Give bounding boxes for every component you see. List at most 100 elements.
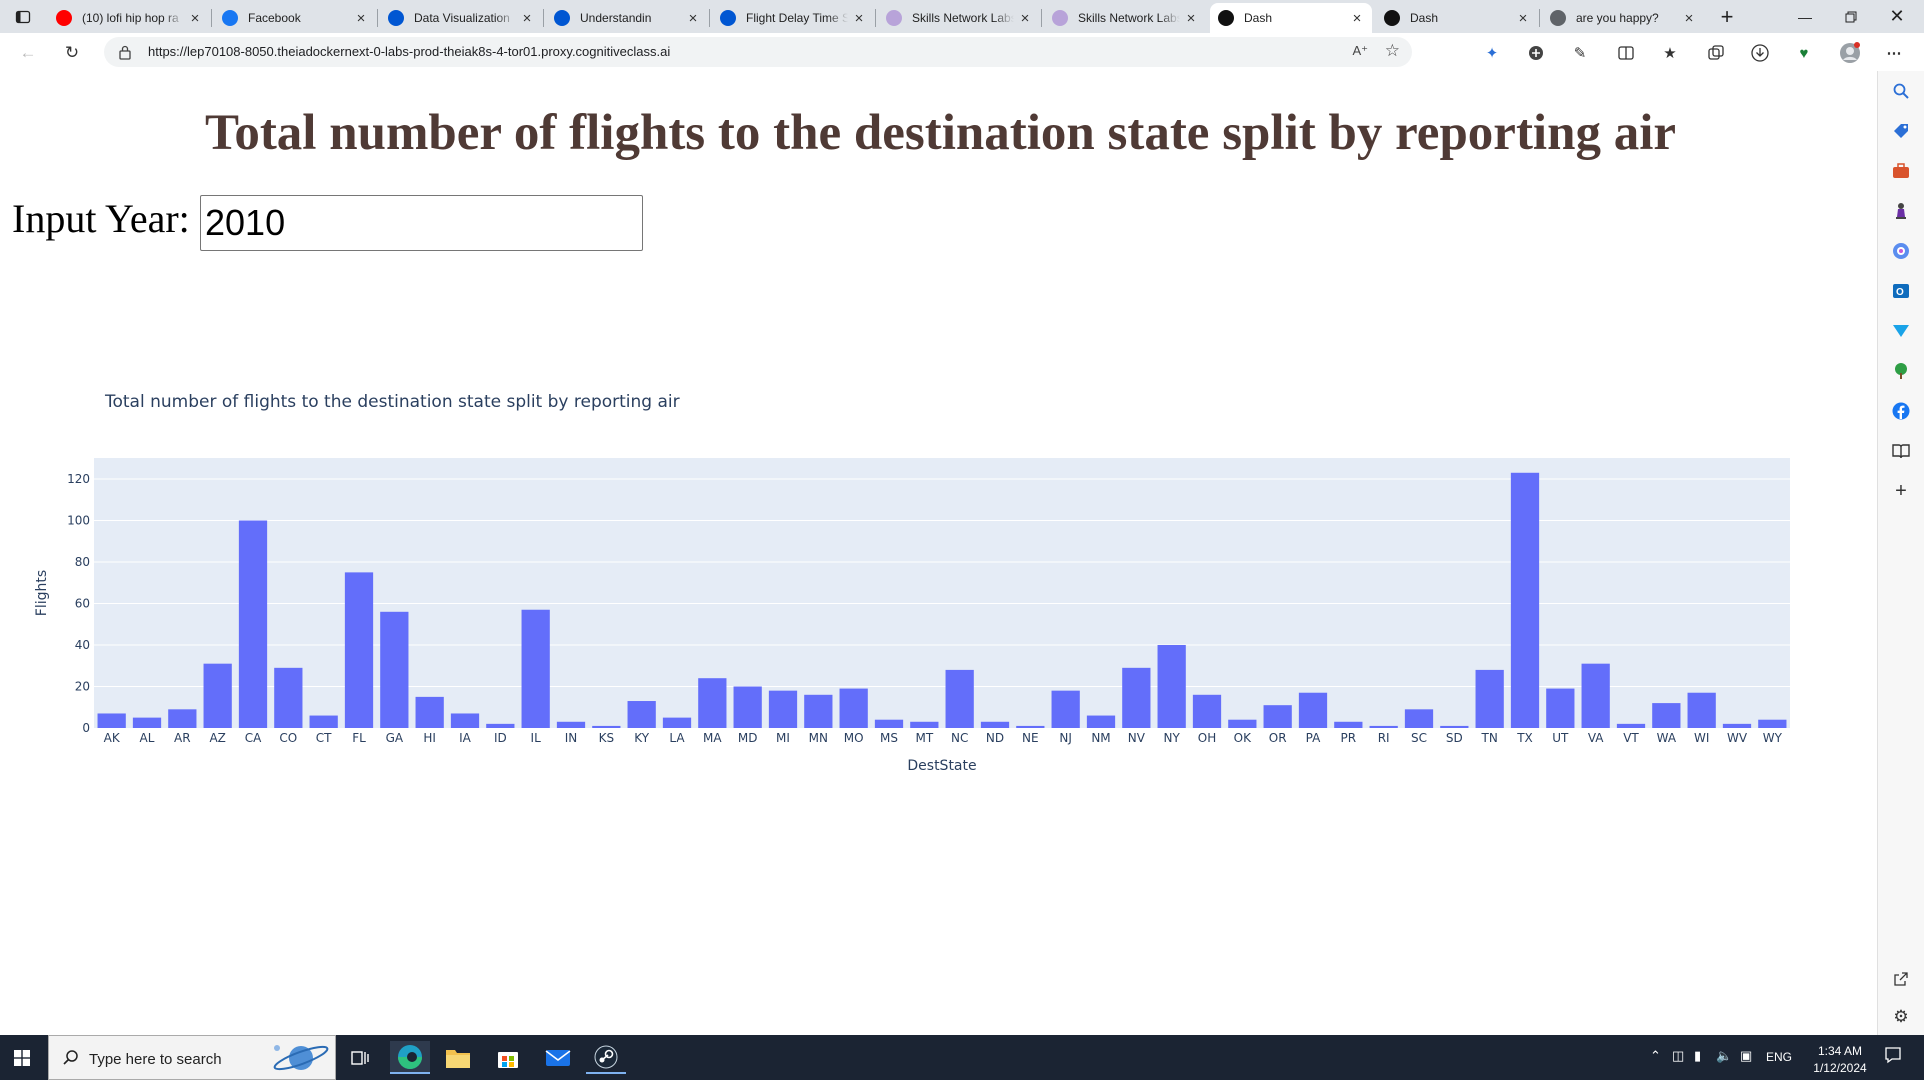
bar-in — [556, 721, 586, 728]
bar-md — [733, 686, 762, 728]
browser-essentials-icon[interactable]: ♥ — [1799, 44, 1809, 62]
new-tab-button[interactable]: + — [1720, 4, 1734, 29]
restore-button[interactable] — [1828, 0, 1874, 33]
tree-icon[interactable] — [1889, 359, 1913, 383]
address-bar[interactable]: https://lep70108-8050.theiadockernext-0-… — [104, 37, 1412, 67]
youtube-icon — [56, 10, 72, 26]
browser-tab[interactable]: Flight Delay Time S × — [712, 3, 874, 33]
favorite-star-icon[interactable]: ☆ — [1384, 41, 1400, 60]
steam-icon[interactable] — [586, 1041, 626, 1074]
bar-il — [521, 609, 550, 728]
minimize-button[interactable]: — — [1798, 8, 1812, 25]
read-aloud-icon[interactable]: A⁺ — [1352, 43, 1368, 58]
clock-time[interactable]: 1:34 AM — [1817, 1044, 1863, 1058]
collections-icon[interactable] — [1702, 39, 1730, 67]
x-tick-label: PA — [1306, 731, 1321, 745]
network-icon[interactable]: ▣ — [1740, 1048, 1753, 1063]
downloads-icon[interactable] — [1746, 39, 1774, 67]
close-tab-icon[interactable]: × — [522, 9, 532, 27]
search-icon[interactable] — [1889, 79, 1913, 103]
meet-now-icon[interactable]: ◫ — [1672, 1048, 1685, 1063]
close-tab-icon[interactable]: × — [854, 9, 864, 27]
profile-avatar-icon[interactable] — [1836, 39, 1864, 67]
tab-actions-menu-icon[interactable] — [8, 5, 38, 29]
close-tab-icon[interactable]: × — [688, 9, 698, 27]
y-tick-label: 0 — [82, 721, 90, 735]
acrobat-extension-icon[interactable]: ✦ — [1485, 45, 1499, 62]
outlook-icon[interactable]: O — [1889, 279, 1913, 303]
browser-tab[interactable]: Dash × — [1376, 3, 1538, 33]
more-menu-icon[interactable]: ⋯ — [1886, 45, 1902, 62]
notifications-icon[interactable] — [1884, 1046, 1902, 1067]
close-tab-icon[interactable]: × — [356, 9, 366, 27]
edge-browser-icon[interactable] — [390, 1041, 430, 1074]
mail-icon[interactable] — [538, 1041, 578, 1074]
tab-separator — [875, 9, 876, 27]
extensions-puzzle-icon[interactable]: ✎ — [1573, 45, 1587, 62]
file-explorer-icon[interactable] — [438, 1041, 478, 1074]
bar-nj — [1051, 690, 1080, 728]
browser-tab[interactable]: are you happy? × — [1542, 3, 1704, 33]
split-screen-icon[interactable] — [1612, 39, 1640, 67]
reading-book-icon[interactable] — [1889, 439, 1913, 463]
tools-briefcase-icon[interactable] — [1889, 159, 1913, 183]
browser-tab[interactable]: Understandin × — [546, 3, 708, 33]
open-external-icon[interactable] — [1889, 967, 1913, 991]
back-icon[interactable]: ← — [19, 43, 37, 62]
microsoft-store-icon[interactable] — [488, 1041, 528, 1074]
bar-wi — [1687, 692, 1716, 728]
browser-tab[interactable]: Facebook × — [214, 3, 376, 33]
lock-icon[interactable] — [118, 44, 132, 65]
bar-nd — [980, 721, 1010, 728]
bar-wv — [1722, 723, 1752, 728]
x-tick-label: FL — [352, 731, 366, 745]
windows-start-icon[interactable] — [2, 1041, 42, 1074]
y-tick-label: 80 — [75, 555, 90, 569]
x-tick-label: CA — [245, 731, 262, 745]
volume-icon[interactable]: 🔈 — [1716, 1048, 1733, 1063]
taskbar-search-box[interactable]: Type here to search — [48, 1035, 336, 1080]
browser-tab[interactable]: Skills Network Labs × — [878, 3, 1040, 33]
year-input[interactable] — [200, 195, 643, 251]
close-tab-icon[interactable]: × — [190, 9, 200, 27]
close-tab-icon[interactable]: × — [1684, 9, 1694, 27]
show-hidden-icons-chevron-icon[interactable]: ⌃ — [1650, 1048, 1661, 1063]
shopping-tag-icon[interactable] — [1889, 119, 1913, 143]
favorites-icon[interactable]: ★ — [1663, 45, 1677, 62]
bar-ne — [1016, 725, 1045, 728]
browser-tab[interactable]: Data Visualization × — [380, 3, 542, 33]
drop-send-icon[interactable] — [1889, 319, 1913, 343]
browser-tab[interactable]: (10) lofi hip hop ra × — [48, 3, 210, 33]
browser-tab[interactable]: Dash × — [1210, 3, 1372, 33]
microsoft-365-icon[interactable] — [1889, 239, 1913, 263]
clock-date[interactable]: 1/12/2024 — [1813, 1061, 1867, 1075]
games-chess-icon[interactable] — [1889, 199, 1913, 223]
search-icon — [63, 1049, 79, 1070]
x-tick-label: AK — [104, 731, 121, 745]
bar-ct — [309, 715, 338, 728]
close-tab-icon[interactable]: × — [1518, 9, 1528, 27]
url-text[interactable]: https://lep70108-8050.theiadockernext-0-… — [148, 44, 671, 59]
page-title: Total number of flights to the destinati… — [204, 105, 1677, 161]
bar-ny — [1157, 645, 1186, 728]
x-tick-label: OK — [1234, 731, 1252, 745]
close-window-button[interactable]: ✕ — [1889, 6, 1905, 26]
add-extension-icon[interactable] — [1522, 39, 1550, 67]
add-sidebar-app-icon[interactable]: + — [1895, 479, 1907, 502]
edge-sidebar: O + ⚙ — [1877, 71, 1924, 1035]
x-tick-label: PR — [1341, 731, 1357, 745]
language-indicator[interactable]: ENG — [1766, 1050, 1793, 1064]
refresh-icon[interactable]: ↻ — [64, 43, 80, 62]
x-tick-label: NC — [951, 731, 968, 745]
bar-vt — [1616, 723, 1646, 728]
battery-icon[interactable]: ▮ — [1694, 1048, 1702, 1063]
x-tick-label: CO — [279, 731, 297, 745]
facebook-icon[interactable] — [1889, 399, 1913, 423]
browser-tab[interactable]: Skills Network Labs × — [1044, 3, 1206, 33]
task-view-icon[interactable] — [340, 1041, 380, 1074]
bar-ca — [238, 520, 268, 728]
close-tab-icon[interactable]: × — [1186, 9, 1196, 27]
sidebar-settings-gear-icon[interactable]: ⚙ — [1893, 1007, 1909, 1026]
close-tab-icon[interactable]: × — [1020, 9, 1030, 27]
close-tab-icon[interactable]: × — [1352, 9, 1362, 27]
